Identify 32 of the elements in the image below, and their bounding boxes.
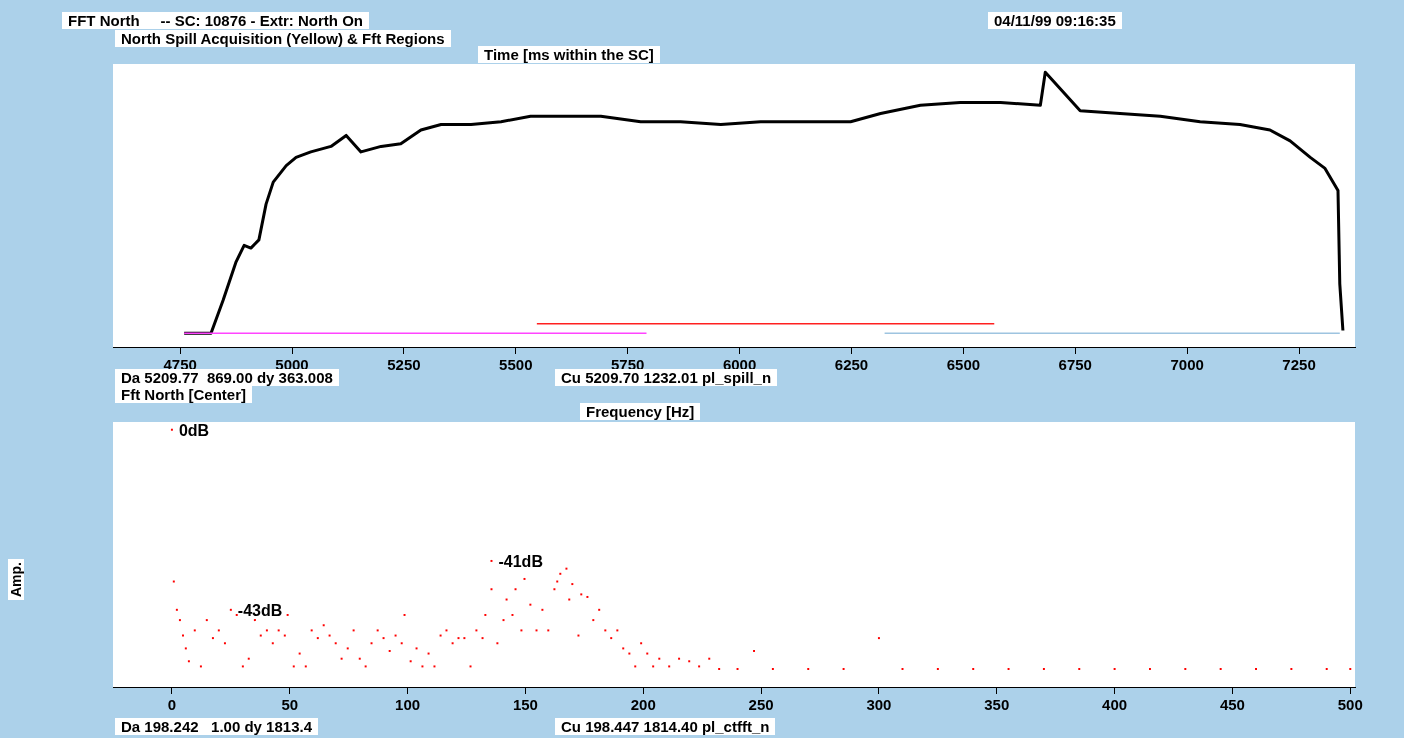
y-axis-title: Amp. <box>8 559 24 600</box>
x-tick-label: 100 <box>395 696 421 714</box>
x-tick-label: 6500 <box>946 356 981 374</box>
x-tick-label: 0 <box>167 696 177 714</box>
x-tick-label: 300 <box>866 696 892 714</box>
x-tick-label: 400 <box>1102 696 1128 714</box>
x-tick-label: 50 <box>281 696 299 714</box>
annotation: -41dB <box>498 553 543 571</box>
x-tick-label: 450 <box>1219 696 1245 714</box>
x-tick-label: 7000 <box>1170 356 1204 374</box>
x-axis-title: Time [ms within the SC] <box>478 46 660 63</box>
annotation: -43dB <box>237 602 283 620</box>
text: Da 5209.77 869.00 dy 363.008 <box>115 369 339 386</box>
x-tick-label: 500 <box>1337 696 1363 714</box>
annotation: 0dB <box>178 422 210 440</box>
x-tick-label: 7250 <box>1282 356 1316 374</box>
x-tick-label: 6250 <box>834 356 869 374</box>
x-tick-label: 5500 <box>499 356 533 374</box>
text: Cu 198.447 1814.40 pl_ctfft_n <box>555 718 776 735</box>
x-tick-label: 200 <box>630 696 656 714</box>
x-tick-label: 6750 <box>1058 356 1092 374</box>
text: 04/11/99 09:16:35 <box>988 12 1122 29</box>
x-tick-label: 250 <box>748 696 774 714</box>
chart-subtitle: North Spill Acquisition (Yellow) & Fft Regions <box>115 30 451 47</box>
x-axis-title: Frequency [Hz] <box>580 403 701 420</box>
chart-title: FFT North -- SC: 10876 - Extr: North On <box>62 12 370 29</box>
x-tick-label: 350 <box>984 696 1010 714</box>
x-tick-label: 5250 <box>387 356 421 374</box>
chart-title: Fft North [Center] <box>115 386 252 403</box>
text: Da 198.242 1.00 dy 1813.4 <box>115 718 318 735</box>
x-tick-label: 150 <box>512 696 538 714</box>
text: Cu 5209.70 1232.01 pl_spill_n <box>555 369 778 386</box>
